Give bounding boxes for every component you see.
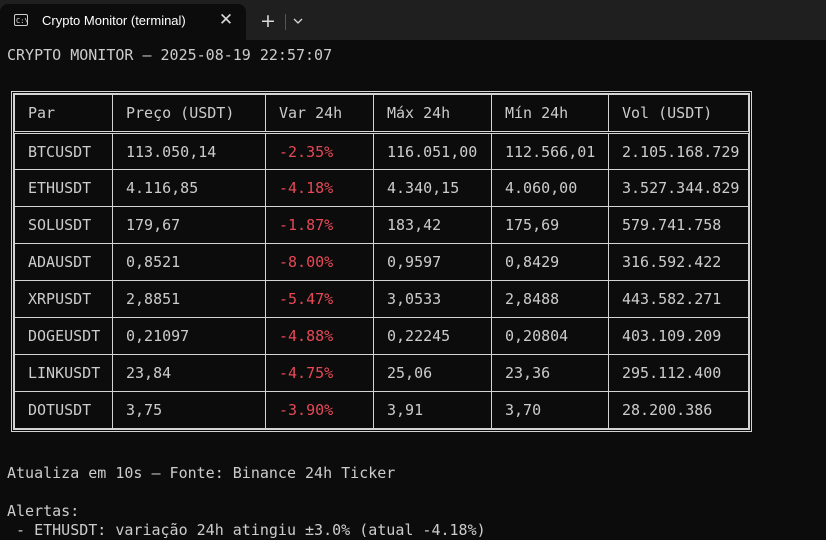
cell-min: 175,69 — [491, 206, 609, 244]
col-header-vol: Vol (USDT) — [608, 94, 749, 133]
cell-var: -5.47% — [265, 280, 374, 318]
tab-title: Crypto Monitor (terminal) — [42, 13, 186, 28]
table-row: ETHUSDT 4.116,85 -4.18% 4.340,15 4.060,00 3.5… — [14, 169, 749, 207]
cell-par: ETHUSDT — [14, 169, 113, 207]
cell-par: XRPUSDT — [14, 280, 113, 318]
cell-par: DOTUSDT — [14, 391, 113, 429]
table-row: ADAUSDT 0,8521 -8.00% 0,9597 0,8429 316.592.4… — [14, 243, 749, 281]
table-row: SOLUSDT 179,67 -1.87% 183,42 175,69 579.741.7… — [14, 206, 749, 244]
cell-max: 3,91 — [373, 391, 492, 429]
close-tab-icon[interactable]: ✕ — [218, 10, 234, 30]
cell-preco: 2,8851 — [112, 280, 266, 318]
cell-vol: 403.109.209 — [608, 317, 749, 355]
cell-vol: 2.105.168.729 — [608, 132, 749, 170]
table-row: BTCUSDT 113.050,14 -2.35% 116.051,00 112.566… — [14, 132, 749, 170]
cell-min: 2,8488 — [491, 280, 609, 318]
tab-crypto-monitor[interactable]: C:\ Crypto Monitor (terminal) ✕ — [0, 4, 246, 40]
cell-par: DOGEUSDT — [14, 317, 113, 355]
col-header-par: Par — [14, 94, 113, 133]
ticker-table: Par Preço (USDT) Var 24h Máx 24h Mín 24h… — [14, 94, 749, 429]
cell-var: -4.88% — [265, 317, 374, 355]
table-header-row: Par Preço (USDT) Var 24h Máx 24h Mín 24h… — [14, 94, 749, 133]
table-row: XRPUSDT 2,8851 -5.47% 3,0533 2,8488 443.582.2… — [14, 280, 749, 318]
cell-vol: 579.741.758 — [608, 206, 749, 244]
cell-preco: 179,67 — [112, 206, 266, 244]
cell-min: 0,8429 — [491, 243, 609, 281]
cell-var: -4.18% — [265, 169, 374, 207]
col-header-var: Var 24h — [265, 94, 374, 133]
cell-preco: 3,75 — [112, 391, 266, 429]
cell-preco: 4.116,85 — [112, 169, 266, 207]
cell-vol: 316.592.422 — [608, 243, 749, 281]
alerts-heading: Alertas: — [7, 502, 80, 520]
col-header-max: Máx 24h — [373, 94, 492, 133]
cell-var: -1.87% — [265, 206, 374, 244]
new-tab-button[interactable]: + — [260, 10, 276, 32]
table-row: LINKUSDT 23,84 -4.75% 25,06 23,36 295.112.400 — [14, 354, 749, 392]
cell-min: 112.566,01 — [491, 132, 609, 170]
cell-min: 3,70 — [491, 391, 609, 429]
col-header-preco: Preço (USDT) — [112, 94, 266, 133]
table-row: DOGEUSDT 0,21097 -4.88% 0,22245 0,20804 403.1… — [14, 317, 749, 355]
terminal-icon: C:\ — [14, 14, 29, 26]
cell-var: -8.00% — [265, 243, 374, 281]
cell-min: 4.060,00 — [491, 169, 609, 207]
cell-max: 3,0533 — [373, 280, 492, 318]
cell-max: 116.051,00 — [373, 132, 492, 170]
cell-var: -4.75% — [265, 354, 374, 392]
cell-min: 0,20804 — [491, 317, 609, 355]
cell-preco: 23,84 — [112, 354, 266, 392]
cell-par: SOLUSDT — [14, 206, 113, 244]
ticker-table-frame: Par Preço (USDT) Var 24h Máx 24h Mín 24h… — [11, 91, 752, 432]
cell-preco: 113.050,14 — [112, 132, 266, 170]
table-row: DOTUSDT 3,75 -3.90% 3,91 3,70 28.200.386 — [14, 391, 749, 429]
cell-var: -2.35% — [265, 132, 374, 170]
cell-vol: 3.527.344.829 — [608, 169, 749, 207]
cell-max: 4.340,15 — [373, 169, 492, 207]
cell-max: 0,22245 — [373, 317, 492, 355]
cell-par: BTCUSDT — [14, 132, 113, 170]
cell-vol: 28.200.386 — [608, 391, 749, 429]
chevron-down-icon[interactable] — [290, 12, 306, 30]
cell-var: -3.90% — [265, 391, 374, 429]
cell-preco: 0,8521 — [112, 243, 266, 281]
cell-min: 23,36 — [491, 354, 609, 392]
cell-par: LINKUSDT — [14, 354, 113, 392]
titlebar-divider — [285, 14, 286, 30]
cell-par: ADAUSDT — [14, 243, 113, 281]
refresh-info-line: Atualiza em 10s — Fonte: Binance 24h Tic… — [7, 464, 396, 482]
cell-max: 25,06 — [373, 354, 492, 392]
cell-preco: 0,21097 — [112, 317, 266, 355]
monitor-header-line: CRYPTO MONITOR — 2025-08-19 22:57:07 — [7, 46, 333, 64]
alert-item: - ETHUSDT: variação 24h atingiu ±3.0% (a… — [7, 521, 486, 539]
cell-max: 0,9597 — [373, 243, 492, 281]
col-header-min: Mín 24h — [491, 94, 609, 133]
cell-vol: 295.112.400 — [608, 354, 749, 392]
title-bar: C:\ Crypto Monitor (terminal) ✕ + — [0, 0, 826, 40]
cell-max: 183,42 — [373, 206, 492, 244]
cell-vol: 443.582.271 — [608, 280, 749, 318]
